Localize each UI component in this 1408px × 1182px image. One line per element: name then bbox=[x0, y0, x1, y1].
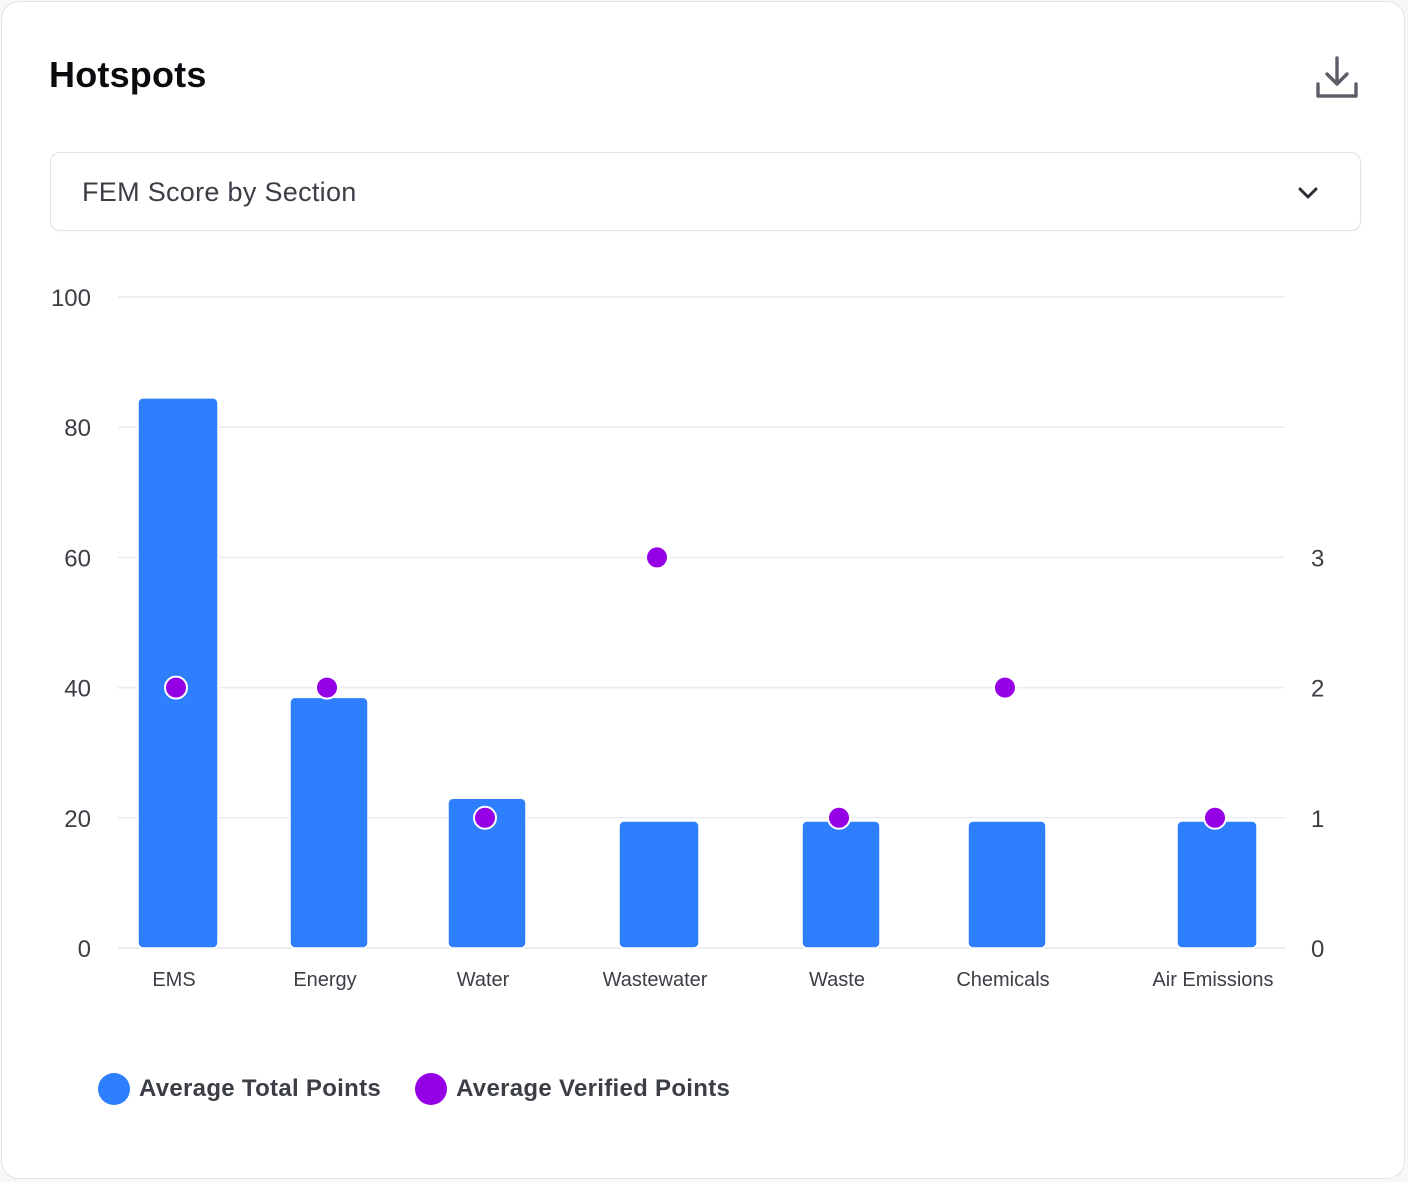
y-left-tick-label: 0 bbox=[78, 936, 91, 963]
legend-swatch-total bbox=[98, 1073, 130, 1105]
legend-item-verified[interactable]: Average Verified Points bbox=[415, 1073, 730, 1105]
x-tick-label: EMS bbox=[152, 969, 195, 991]
bar bbox=[289, 696, 369, 949]
bar bbox=[618, 820, 700, 949]
chevron-down-icon bbox=[1298, 187, 1318, 199]
data-point bbox=[1203, 805, 1227, 830]
y-left-tick-label: 40 bbox=[64, 676, 91, 703]
data-point bbox=[164, 675, 188, 700]
data-point bbox=[993, 675, 1017, 700]
chart-type-select[interactable]: FEM Score by Section bbox=[50, 152, 1361, 231]
y-left-tick-label: 20 bbox=[64, 806, 91, 833]
x-tick-label: Air Emissions bbox=[1152, 969, 1273, 991]
fem-score-chart: 0 20 40 60 80 100 0 1 2 3 EMS Energy Water Wastewater… bbox=[51, 285, 1324, 991]
bar bbox=[1176, 820, 1258, 949]
x-tick-label: Wastewater bbox=[603, 969, 708, 991]
legend-swatch-verified bbox=[415, 1073, 448, 1105]
card-title: Hotspots bbox=[49, 54, 207, 95]
data-point bbox=[315, 675, 339, 700]
legend-item-total[interactable]: Average Total Points bbox=[98, 1073, 381, 1105]
x-tick-label: Energy bbox=[293, 969, 356, 991]
data-point bbox=[645, 545, 669, 570]
y-right-tick-label: 1 bbox=[1311, 806, 1324, 833]
x-tick-label: Chemicals bbox=[956, 969, 1049, 991]
bar bbox=[137, 397, 219, 949]
x-tick-label: Waste bbox=[809, 969, 865, 991]
y-right-tick-label: 3 bbox=[1311, 545, 1324, 572]
y-right-tick-label: 2 bbox=[1311, 676, 1324, 703]
bar bbox=[801, 820, 881, 949]
bar bbox=[967, 820, 1047, 949]
data-point bbox=[473, 805, 497, 830]
y-left-tick-label: 80 bbox=[64, 415, 91, 442]
data-point bbox=[827, 805, 851, 830]
legend-label-verified: Average Verified Points bbox=[456, 1075, 731, 1102]
chart-legend: Average Total Points Average Verified Po… bbox=[98, 1069, 764, 1109]
y-left-tick-label: 100 bbox=[51, 285, 91, 312]
chart-type-select-value: FEM Score by Section bbox=[82, 177, 357, 207]
bar bbox=[447, 797, 527, 949]
legend-label-total: Average Total Points bbox=[139, 1075, 382, 1102]
y-right-tick-label: 0 bbox=[1311, 936, 1324, 963]
x-tick-label: Water bbox=[457, 969, 510, 991]
download-icon[interactable] bbox=[1312, 54, 1362, 102]
y-left-tick-label: 60 bbox=[64, 545, 91, 572]
